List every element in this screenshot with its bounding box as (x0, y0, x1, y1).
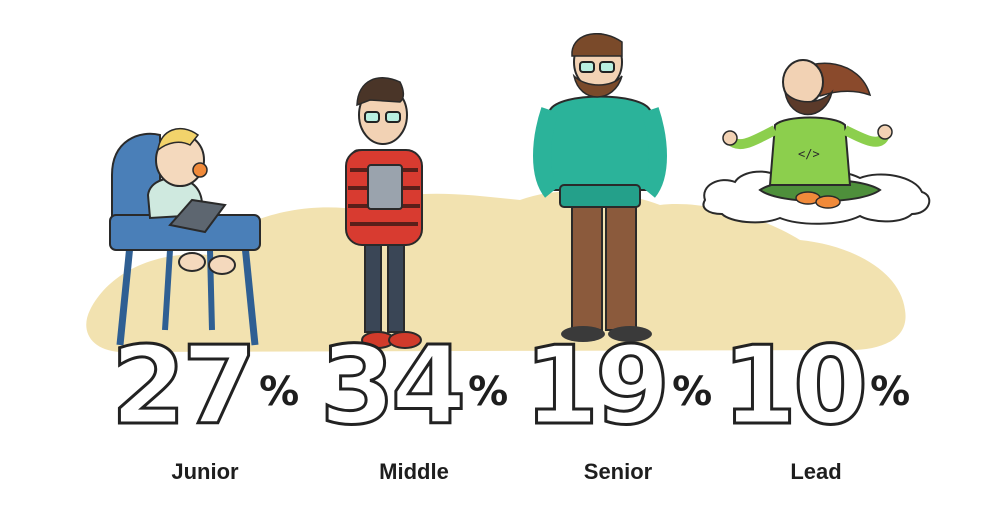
level-label: Senior (583, 459, 653, 484)
level-label: Middle (379, 459, 449, 484)
level-label: Lead (790, 459, 842, 484)
background-blob (86, 190, 906, 352)
percent-value: 34% (318, 323, 509, 451)
teen-middle-illustration (345, 77, 423, 349)
baby-junior-illustration (109, 128, 261, 346)
meditating-lead-illustration: </> (702, 59, 931, 225)
stat-lead: 10% Lead (706, 322, 926, 485)
percent-sign: % (259, 369, 300, 415)
bearded-senior-illustration (533, 33, 667, 342)
level-label: Junior (171, 459, 239, 484)
percent-sign: % (672, 369, 713, 415)
stat-middle: 34% Middle (304, 322, 524, 485)
svg-text:</>: </> (798, 147, 820, 161)
percent-value: 19% (522, 323, 713, 451)
percent-value: 10% (720, 323, 911, 451)
stat-junior: 27% Junior (95, 322, 315, 485)
percent-sign: % (468, 369, 509, 415)
percent-sign: % (870, 369, 911, 415)
percent-value: 27% (109, 323, 300, 451)
stat-senior: 19% Senior (508, 322, 728, 485)
